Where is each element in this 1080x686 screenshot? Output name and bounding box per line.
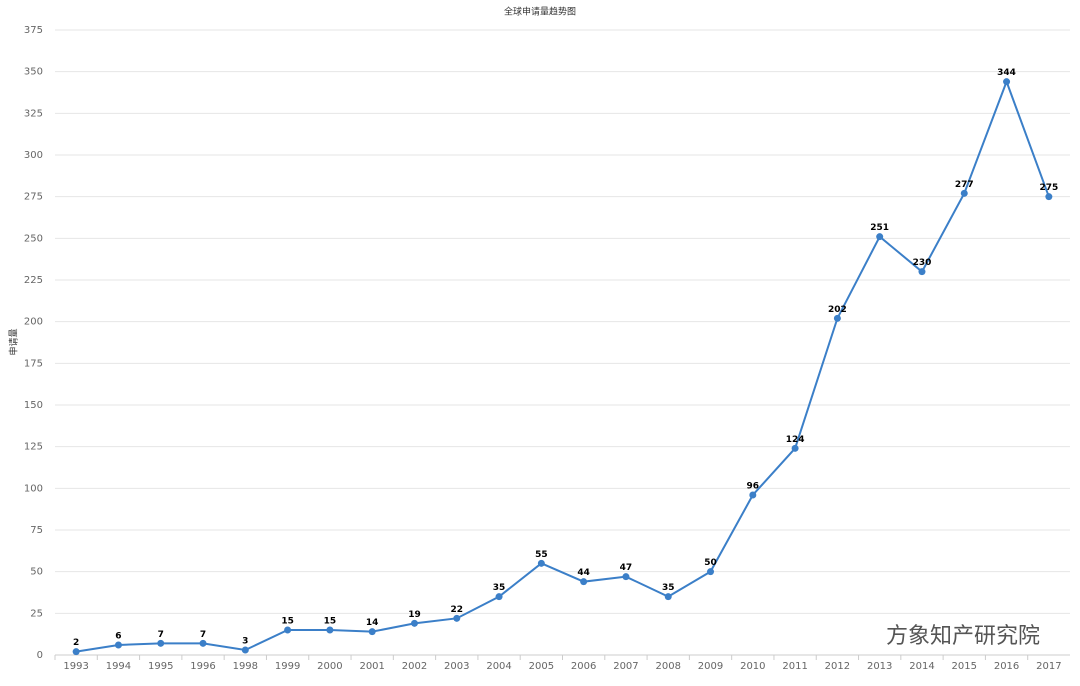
point — [410, 619, 418, 627]
point — [707, 568, 715, 576]
x-tick-label: 2016 — [994, 661, 1019, 672]
x-tick-label: 1995 — [148, 661, 173, 672]
point — [749, 491, 757, 499]
y-tick-label: 375 — [24, 25, 43, 36]
data-label: 202 — [828, 305, 847, 315]
point — [960, 189, 968, 197]
data-label: 44 — [577, 568, 590, 578]
x-tick-label: 2015 — [952, 661, 977, 672]
data-label: 19 — [408, 610, 421, 620]
data-label: 344 — [997, 68, 1016, 78]
data-label: 96 — [747, 482, 760, 492]
x-tick-label: 2001 — [359, 661, 384, 672]
chart-title: 全球申请量趋势图 — [504, 6, 576, 18]
data-label: 277 — [955, 180, 974, 190]
x-tick-label: 2002 — [402, 661, 427, 672]
y-tick-label: 0 — [37, 650, 43, 661]
x-tick-label: 2013 — [867, 661, 892, 672]
point — [157, 639, 165, 647]
x-tick-label: 1996 — [190, 661, 215, 672]
x-tick-label: 2004 — [486, 661, 511, 672]
y-tick-label: 150 — [24, 400, 43, 411]
x-tick-label: 1994 — [106, 661, 131, 672]
x-tick-label: 2008 — [656, 661, 681, 672]
y-tick-label: 300 — [24, 150, 43, 161]
point — [284, 626, 292, 634]
point — [368, 628, 376, 636]
data-label: 14 — [366, 618, 379, 628]
y-tick-label: 225 — [24, 275, 43, 286]
y-tick-label: 100 — [24, 483, 43, 494]
y-tick-label: 350 — [24, 67, 43, 78]
data-label: 2 — [73, 638, 79, 648]
x-tick-label: 1998 — [233, 661, 258, 672]
data-label: 6 — [115, 632, 121, 642]
point — [326, 626, 334, 634]
data-label: 3 — [242, 637, 248, 647]
x-tick-label: 2007 — [613, 661, 638, 672]
y-tick-label: 275 — [24, 192, 43, 203]
data-label: 15 — [281, 617, 294, 627]
x-tick-label: 2011 — [782, 661, 807, 672]
x-tick-label: 2014 — [909, 661, 934, 672]
data-label: 55 — [535, 550, 548, 560]
point — [918, 268, 926, 276]
data-label: 15 — [324, 617, 337, 627]
watermark: 方象知产研究院 — [886, 624, 1040, 649]
data-label: 50 — [704, 558, 717, 568]
x-tick-label: 2003 — [444, 661, 469, 672]
data-label: 47 — [620, 563, 633, 573]
point — [495, 593, 503, 601]
y-tick-label: 25 — [30, 608, 43, 619]
point — [791, 444, 799, 452]
point — [114, 641, 122, 649]
point — [664, 593, 672, 601]
line — [75, 78, 1050, 653]
x-tick-label: 1993 — [63, 661, 88, 672]
y-tick-label: 200 — [24, 317, 43, 328]
data-label: 230 — [913, 258, 932, 268]
x-tick-label: 2012 — [825, 661, 850, 672]
data-label: 7 — [200, 630, 206, 640]
y-tick-label: 175 — [24, 358, 43, 369]
x-tick-label: 2005 — [529, 661, 554, 672]
y-tick-label: 50 — [30, 567, 43, 578]
x-tick-label: 1999 — [275, 661, 300, 672]
point — [622, 573, 630, 581]
y-axis-label: 申请量 — [8, 328, 20, 355]
x-tick-label: 2000 — [317, 661, 342, 672]
x-tick-label: 2006 — [571, 661, 596, 672]
point — [876, 233, 884, 241]
point — [833, 314, 841, 322]
point — [199, 639, 207, 647]
x-tick-label: 2009 — [698, 661, 723, 672]
y-tick-label: 125 — [24, 442, 43, 453]
data-label: 124 — [786, 435, 805, 445]
point — [1045, 193, 1053, 201]
x-tick-label: 2017 — [1036, 661, 1061, 672]
point — [72, 648, 80, 656]
data-label: 35 — [662, 583, 675, 593]
y-tick-label: 75 — [30, 525, 43, 536]
data-label: 35 — [493, 583, 506, 593]
y-tick-label: 325 — [24, 108, 43, 119]
data-label: 251 — [870, 223, 889, 233]
point — [241, 646, 249, 654]
point — [580, 578, 588, 586]
y-tick-label: 250 — [24, 233, 43, 244]
data-label: 275 — [1039, 183, 1058, 193]
point — [1003, 78, 1011, 86]
x-tick-label: 2010 — [740, 661, 765, 672]
point — [453, 614, 461, 622]
data-label: 22 — [451, 605, 464, 615]
point — [537, 559, 545, 567]
data-label: 7 — [158, 630, 164, 640]
